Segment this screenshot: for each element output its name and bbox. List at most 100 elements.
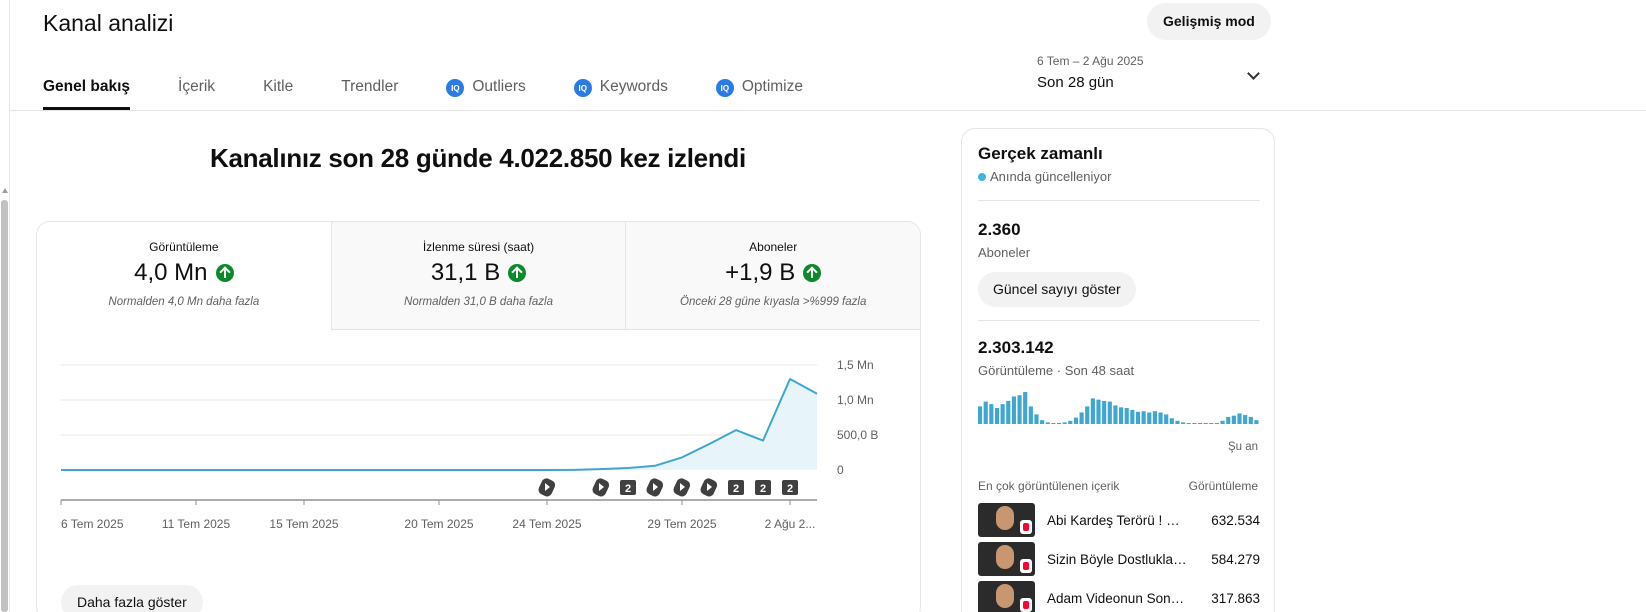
marker-count: 2 xyxy=(760,483,766,495)
shorts-icon xyxy=(1020,598,1032,612)
extension-badge-icon: IQ xyxy=(446,79,465,97)
extension-badge-icon: IQ xyxy=(715,79,734,97)
video-thumbnail xyxy=(978,542,1035,576)
metric-value: 4,0 Mn xyxy=(134,259,208,286)
tab-genel-bak-[interactable]: Genel bakış xyxy=(43,70,131,110)
content-title: Adam Videonun Sonun... xyxy=(1047,590,1187,606)
realtime-subscribers-label: Aboneler xyxy=(978,245,1031,260)
realtime-bar xyxy=(994,408,1000,424)
realtime-bar xyxy=(1248,416,1253,424)
scrollbar-thumb[interactable] xyxy=(1,200,8,612)
realtime-bar xyxy=(1017,395,1022,424)
date-range-dates: 6 Tem – 2 Ağu 2025 xyxy=(1037,54,1144,68)
tab-label: Optimize xyxy=(741,78,803,95)
tab-label: Genel bakış xyxy=(43,78,131,95)
left-rail xyxy=(0,0,10,612)
tab-trendler[interactable]: Trendler xyxy=(341,70,398,110)
y-tick-label: 0 xyxy=(837,463,844,477)
realtime-now-label: Şu an xyxy=(1227,441,1258,453)
metric-value-row: 31,1 B xyxy=(332,259,626,287)
realtime-bar xyxy=(1113,405,1118,424)
realtime-bar xyxy=(1164,414,1169,424)
arrow-up-icon xyxy=(215,264,234,282)
tab-label: Kitle xyxy=(263,78,294,95)
realtime-bar xyxy=(1192,423,1197,424)
realtime-card: Gerçek zamanlı Anında güncelleniyor 2.36… xyxy=(961,128,1275,612)
marker-count-badge xyxy=(782,480,798,495)
tab-outliers[interactable]: IQ Outliers xyxy=(446,70,526,110)
tab-keywords[interactable]: IQ Keywords xyxy=(573,70,668,110)
tab-kitle[interactable]: Kitle xyxy=(263,70,293,110)
marker-count: 2 xyxy=(787,483,793,495)
realtime-bar xyxy=(1028,406,1033,424)
tab-optimize[interactable]: IQ Optimize xyxy=(715,70,803,110)
top-content-item[interactable]: Adam Videonun Sonun... 317.863 xyxy=(978,581,1260,612)
realtime-bar xyxy=(1056,423,1062,424)
metric-value: +1,9 B xyxy=(725,259,796,286)
metric-label: İzlenme süresi (saat) xyxy=(422,240,535,254)
x-tick-label: 24 Tem 2025 xyxy=(512,517,581,531)
extension-badge-icon: IQ xyxy=(573,79,592,97)
tab-label: Trendler xyxy=(341,78,399,95)
realtime-subscribers-value: 2.360 xyxy=(978,220,1021,239)
x-tick-label: 6 Tem 2025 xyxy=(61,517,124,531)
realtime-bar xyxy=(1152,411,1157,424)
realtime-bar xyxy=(1000,404,1005,424)
realtime-bar xyxy=(1011,396,1016,424)
realtime-bar xyxy=(1141,411,1146,424)
metric-label: Görüntüleme xyxy=(149,240,219,254)
scroll-up-arrow[interactable] xyxy=(2,188,8,193)
realtime-bar xyxy=(1169,418,1174,424)
content-views: 317.863 xyxy=(1211,590,1260,606)
realtime-bar xyxy=(1175,420,1180,424)
realtime-bar xyxy=(983,401,988,424)
tab-label: Keywords xyxy=(599,78,668,95)
metric-label: Aboneler xyxy=(749,240,798,254)
metric-tab[interactable]: Görüntüleme 4,0 Mn Normalden 4,0 Mn daha f… xyxy=(37,222,332,330)
advanced-mode-button[interactable]: Gelişmiş mod xyxy=(1147,3,1271,40)
tab-bar: Genel bakış İçerik Kitle Trendler IQ Outliers… xyxy=(43,70,851,110)
metric-tab[interactable]: Aboneler +1,9 B Önceki 28 güne kıyasla >%9… xyxy=(626,222,920,330)
realtime-bar xyxy=(1220,420,1225,424)
shorts-icon-play xyxy=(599,483,604,491)
realtime-bar xyxy=(1237,413,1242,424)
realtime-bar xyxy=(1124,408,1129,424)
date-range-period: Son 28 gün xyxy=(1037,74,1114,91)
marker-count-badge xyxy=(728,480,744,495)
realtime-bar xyxy=(1231,415,1236,424)
top-content-item[interactable]: Sizin Böyle Dostlukları... 584.279 xyxy=(978,542,1260,576)
views-headline: Kanalınız son 28 günde 4.022.850 kez izl… xyxy=(210,143,746,173)
shorts-icon-play xyxy=(545,483,550,491)
video-thumbnail xyxy=(978,581,1035,612)
metric-comparison: Normalden 4,0 Mn daha fazla xyxy=(108,296,260,308)
realtime-bar xyxy=(1068,420,1073,424)
tab-i-erik[interactable]: İçerik xyxy=(178,70,215,110)
y-tick-label: 1,5 Mn xyxy=(837,358,874,372)
top-content-item[interactable]: Abi Kardeş Terörü ! #s... 632.534 xyxy=(978,503,1260,537)
live-dot-icon xyxy=(978,172,986,181)
x-tick-label: 11 Tem 2025 xyxy=(162,517,231,531)
tab-label: İçerik xyxy=(178,78,216,95)
series-line xyxy=(61,378,818,471)
metric-tabs: Görüntüleme 4,0 Mn Normalden 4,0 Mn daha f… xyxy=(37,222,920,330)
realtime-bar xyxy=(1186,423,1191,424)
realtime-bar xyxy=(1096,399,1101,424)
marker-count-badge xyxy=(620,480,636,495)
realtime-bar xyxy=(1102,400,1107,424)
content-views: 632.534 xyxy=(1211,512,1260,528)
overview-card: Görüntüleme 4,0 Mn Normalden 4,0 Mn daha f… xyxy=(36,221,921,612)
show-current-count-button[interactable]: Güncel sayıyı göster xyxy=(978,272,1136,307)
x-tick-label: 29 Tem 2025 xyxy=(647,517,716,531)
date-range-picker[interactable]: 6 Tem – 2 Ağu 2025 Son 28 gün xyxy=(1037,54,1262,99)
realtime-bar xyxy=(1203,423,1208,424)
realtime-bar-chart xyxy=(978,392,1259,424)
metric-tab[interactable]: İzlenme süresi (saat) 31,1 B Normalden 31,… xyxy=(331,222,627,330)
shorts-icon xyxy=(1020,520,1032,534)
realtime-bar xyxy=(1209,423,1214,424)
metric-value-row: 4,0 Mn xyxy=(37,259,331,287)
marker-count: 2 xyxy=(733,483,739,495)
tab-label: Outliers xyxy=(472,78,526,95)
video-thumbnail xyxy=(978,503,1035,537)
realtime-bar xyxy=(1090,398,1095,424)
show-more-button[interactable]: Daha fazla göster xyxy=(61,585,203,612)
